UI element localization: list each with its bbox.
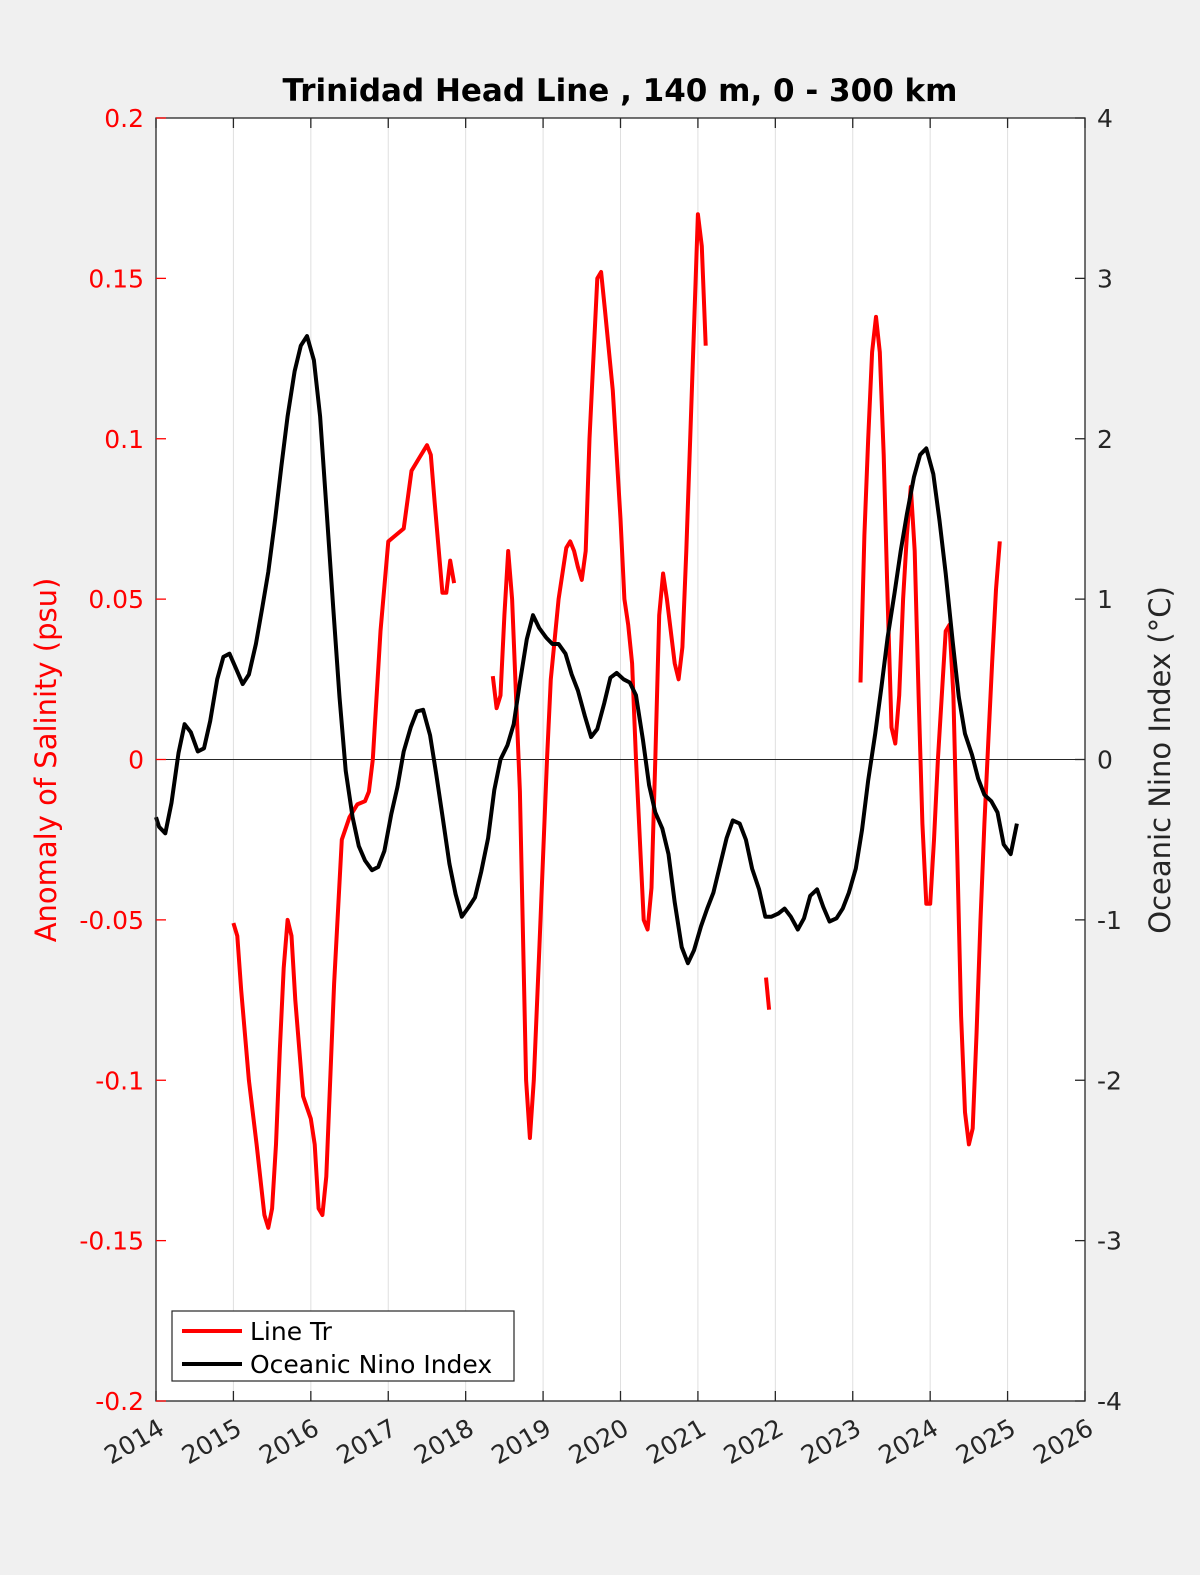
series-layer [154,212,1019,1230]
x-tick-label-2019: 2019 [486,1413,556,1470]
x-tick-label-2023: 2023 [796,1413,866,1470]
x-tick-label-2016: 2016 [254,1413,324,1470]
x-tick-label-2021: 2021 [641,1413,711,1470]
legend-label-line-tr: Line Tr [250,1317,333,1346]
series-1-segment-0 [154,334,1019,966]
y-axis-left-label: Anomaly of Salinity (psu) [29,578,63,943]
x-tick-label-2017: 2017 [332,1413,402,1470]
x-tick-label-2018: 2018 [409,1413,479,1470]
y-left-tick-label--0.2: -0.2 [95,1387,144,1416]
series-0-segment-1 [490,212,708,1140]
y-left-tick-label--0.15: -0.15 [79,1227,144,1256]
y-left-tick-label-0.05: 0.05 [88,585,144,614]
x-tick-label-2026: 2026 [1028,1413,1098,1470]
y-right-tick-label-4: 4 [1097,104,1113,133]
y-right-tick-label-1: 1 [1097,585,1113,614]
y-left-tick-label--0.1: -0.1 [95,1066,144,1095]
y-right-tick-label-2: 2 [1097,425,1113,454]
series-0-segment-0 [231,443,457,1230]
legend-label-oni: Oceanic Nino Index [250,1350,492,1379]
series-0-segment-3 [858,314,1002,1147]
y-left-tick-label-0.1: 0.1 [104,425,144,454]
y-right-tick-label--2: -2 [1097,1066,1122,1095]
y-left-tick-label-0: 0 [128,746,144,775]
legend: Line Tr Oceanic Nino Index [171,1310,515,1382]
y-left-tick-label--0.05: -0.05 [79,906,144,935]
y-left-tick-label-0.15: 0.15 [88,264,144,293]
legend-box [171,1310,515,1382]
x-tick-label-2020: 2020 [564,1413,634,1470]
y-left-tick-label-0.2: 0.2 [104,104,144,133]
x-tick-label-2022: 2022 [719,1413,789,1470]
x-tick-label-2014: 2014 [99,1413,169,1470]
x-tick-label-2024: 2024 [874,1413,944,1470]
y-right-tick-label--4: -4 [1097,1387,1122,1416]
y-right-tick-label-0: 0 [1097,746,1113,775]
x-tick-label-2025: 2025 [951,1413,1021,1470]
y-axis-right-label: Oceanic Nino Index (°C) [1143,586,1177,934]
series-0-segment-2 [764,977,772,1010]
y-right-tick-label-3: 3 [1097,264,1113,293]
y-right-tick-label--1: -1 [1097,906,1122,935]
chart-title: Trinidad Head Line , 140 m, 0 - 300 km [283,73,958,109]
y-right-tick-label--3: -3 [1097,1227,1122,1256]
x-tick-label-2015: 2015 [177,1413,247,1470]
